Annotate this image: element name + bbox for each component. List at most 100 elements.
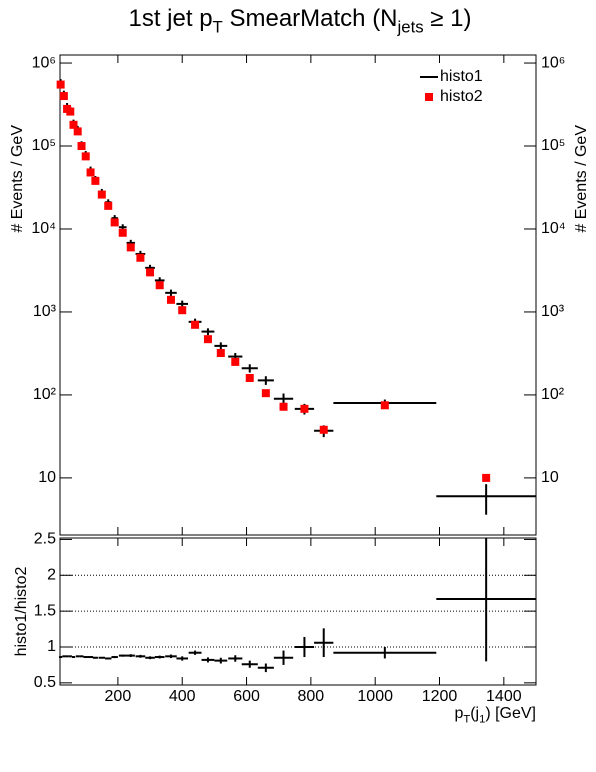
data-point [59,92,68,101]
data-point [91,176,100,185]
y-tick-label: 10⁶ [32,54,56,71]
data-point [216,349,225,358]
error-bar [214,342,228,350]
x-axis-label: pT(j1) [GeV] [454,705,536,725]
error-bar [165,654,177,659]
data-point [146,268,155,277]
data-point [81,152,90,161]
error-bar [241,364,258,373]
y-tick-label: 1.5 [34,602,56,619]
y-tick-label: 10⁴ [31,220,56,237]
data-point [77,142,86,151]
error-bar [92,656,98,659]
error-bar [145,656,155,660]
data-point [166,295,175,304]
data-point [245,373,254,382]
legend-label: histo1 [440,68,483,85]
x-tick-label: 1400 [486,688,522,705]
data-point [155,281,164,290]
error-bar [68,655,72,658]
data-point [66,107,75,116]
error-bar [135,654,146,658]
data-point [104,201,113,210]
error-bar [165,289,177,297]
text-part: ) [GeV] [485,705,536,722]
y-tick-label: 10² [541,386,565,403]
y-tick-label: 2 [47,567,56,584]
y-tick-label: 10⁵ [32,137,56,154]
data-point [126,243,135,252]
y-tick-label: 2.5 [34,531,56,548]
legend-marker [425,93,433,101]
top-frame [59,54,537,536]
data-point [56,80,65,89]
error-bar [436,484,536,515]
subscript: 1 [479,714,485,726]
y-axis-label: # Events / GeV [9,125,26,233]
error-bar [314,628,334,658]
data-point [73,127,82,136]
error-bar [294,636,315,658]
chart-title: 1st jet pT SmearMatch (Njets ≥ 1) [129,5,472,36]
y-tick-label: 10⁴ [541,220,566,237]
error-bar [214,657,228,664]
error-bar [257,376,274,385]
text-part: p [454,705,463,722]
error-bar [62,655,66,658]
x-tick-label: 1200 [422,688,458,705]
y-tick-label: 10³ [541,303,565,320]
error-bar [154,655,165,659]
y-tick-label: 10⁶ [541,54,565,71]
error-bar [333,646,437,659]
error-bar [228,655,243,662]
y-axis-label: # Events / GeV [573,125,590,233]
data-point [69,120,78,129]
y-tick-label: 10³ [33,303,57,320]
data-point [203,335,212,344]
error-bar [257,663,274,673]
text-part: (j [470,705,479,722]
text-part: SmearMatch (N [223,5,398,32]
error-bar [436,538,536,662]
error-bar [201,657,215,663]
error-bar [201,328,215,336]
text-part: 1st jet p [129,5,213,32]
error-bar [83,656,88,659]
data-point [191,320,200,329]
y-tick-label: 10⁵ [541,137,565,154]
error-bar [188,650,202,655]
data-point [482,473,491,482]
error-bar [126,654,135,658]
error-bar [118,654,127,657]
subscript: T [213,18,223,37]
data-point [136,253,145,262]
error-bar [241,660,258,668]
subscript: jets [397,18,424,37]
x-tick-label: 1000 [357,688,393,705]
data-point [279,402,288,411]
x-tick-label: 200 [105,688,132,705]
data-point [319,425,328,434]
error-bar [98,656,106,659]
y-tick-label: 1 [47,638,56,655]
data-point [118,228,127,237]
x-tick-label: 600 [233,688,260,705]
data-point [380,401,389,410]
data-point [261,389,270,398]
data-point [178,306,187,315]
error-bar [273,650,294,665]
data-point [86,168,95,177]
error-bar [79,655,84,658]
error-bar [71,656,76,659]
data-point [300,404,309,413]
x-tick-label: 800 [298,688,325,705]
y-tick-label: 10² [33,386,57,403]
data-point [231,357,240,366]
error-bar [75,655,80,658]
x-tick-label: 400 [169,688,196,705]
y-tick-label: 10 [541,469,559,486]
error-bar [59,656,63,659]
error-bar [87,656,94,659]
